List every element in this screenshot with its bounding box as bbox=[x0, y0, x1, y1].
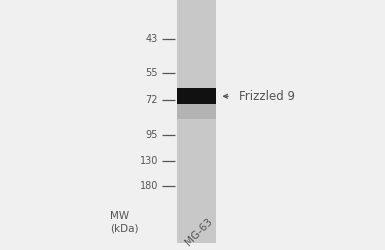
Bar bbox=[177, 104, 216, 120]
Text: 130: 130 bbox=[139, 156, 158, 166]
Bar bbox=[177, 0, 216, 242]
Bar bbox=[177, 88, 216, 104]
Text: Frizzled 9: Frizzled 9 bbox=[239, 90, 295, 103]
Text: 180: 180 bbox=[139, 181, 158, 191]
Text: 55: 55 bbox=[146, 68, 158, 78]
Text: 72: 72 bbox=[146, 95, 158, 105]
Text: 95: 95 bbox=[146, 130, 158, 140]
Text: 43: 43 bbox=[146, 34, 158, 44]
Text: MW
(kDa): MW (kDa) bbox=[110, 211, 138, 234]
Text: MG-63: MG-63 bbox=[184, 216, 214, 248]
